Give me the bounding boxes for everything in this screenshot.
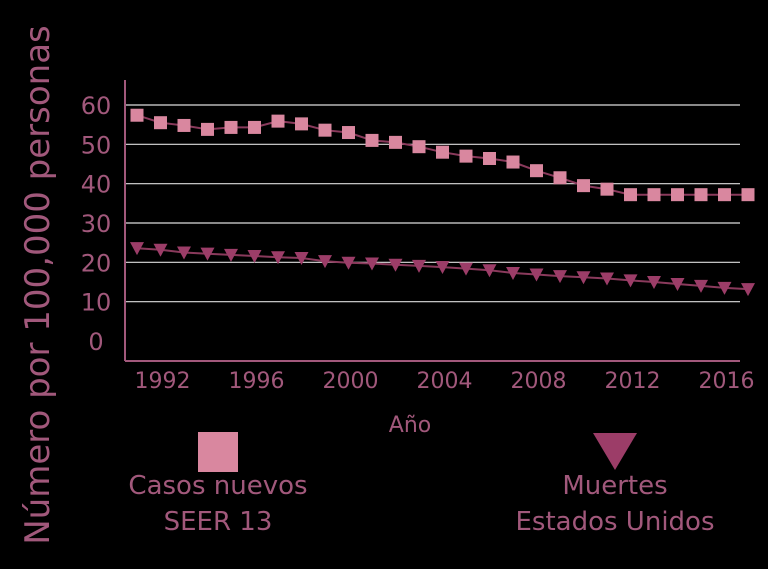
new_cases-point-2012: [624, 188, 637, 202]
new_cases-point-1996: [248, 120, 261, 134]
markers: [130, 108, 755, 297]
deaths-point-1995: [224, 248, 238, 262]
new_cases-point-2004: [436, 145, 449, 159]
new_cases-point-2002: [389, 135, 402, 149]
deaths-point-2009: [553, 270, 567, 284]
x-tick-label-1992: 1992: [135, 369, 191, 394]
deaths-point-1994: [200, 247, 215, 261]
y-tick-label-30: 30: [81, 210, 112, 238]
x-tick-label-2016: 2016: [699, 369, 755, 394]
y-axis-label: Número por 100,000 personas: [18, 25, 58, 545]
tick-labels: 0 10 20 30 40 50 60 1992 1996 2000 2004 2008 2012 201…: [81, 92, 755, 394]
new_cases-point-1994: [201, 122, 214, 136]
deaths-point-1993: [177, 246, 191, 260]
deaths-point-1996: [247, 250, 262, 264]
y-tick-label-60: 60: [81, 92, 112, 120]
deaths-point-2014: [670, 277, 685, 291]
new_cases-point-1997: [271, 114, 285, 128]
deaths-point-2007: [506, 266, 520, 280]
new_cases-point-2010: [577, 179, 590, 193]
new_cases-point-2014: [671, 188, 684, 202]
deaths-point-2002: [388, 258, 403, 272]
deaths-point-2008: [529, 268, 544, 282]
new_cases-point-2001: [365, 133, 379, 147]
deaths-point-2011: [600, 272, 614, 286]
deaths-point-1997: [271, 251, 285, 265]
deaths-point-1998: [294, 252, 309, 266]
new_cases-legend-label-1: Casos nuevos: [128, 471, 307, 501]
new_cases-point-2006: [483, 151, 496, 165]
y-tick-label-10: 10: [81, 289, 112, 317]
deaths-point-1992: [153, 243, 168, 257]
x-tick-label-2008: 2008: [511, 369, 567, 394]
deaths-point-2000: [341, 256, 356, 270]
y-tick-label-50: 50: [81, 131, 112, 159]
deaths-point-2005: [459, 262, 473, 276]
grid: [125, 104, 740, 303]
deaths-point-2016: [717, 281, 732, 295]
deaths-legend-label-2: Estados Unidos: [515, 507, 714, 537]
deaths-point-1991: [130, 242, 144, 256]
deaths-point-2012: [623, 274, 638, 288]
new_cases-point-1991: [130, 108, 144, 122]
new_cases-point-2017: [741, 188, 755, 202]
y-tick-label-0: 0: [88, 328, 103, 356]
deaths-point-1999: [318, 255, 332, 269]
deaths-point-2010: [576, 271, 591, 285]
new_cases-point-2016: [718, 188, 731, 202]
deaths-point-2004: [435, 261, 450, 275]
deaths-point-2015: [694, 279, 708, 293]
deaths-point-2001: [365, 257, 379, 271]
y-tick-label-40: 40: [81, 171, 112, 199]
y-tick-label-20: 20: [81, 249, 112, 277]
new_cases-legend-label-2: SEER 13: [164, 507, 273, 537]
deaths-point-2013: [647, 276, 661, 289]
x-tick-label-2004: 2004: [417, 369, 473, 394]
new_cases-point-1992: [154, 116, 167, 130]
deaths-point-2017: [741, 283, 755, 297]
new_cases-point-2013: [647, 188, 661, 202]
new_cases-point-2015: [694, 188, 708, 202]
deaths-legend-marker: [593, 433, 637, 470]
deaths-legend-label-1: Muertes: [562, 471, 667, 501]
legend: Casos nuevos SEER 13 Muertes Estados Unidos: [128, 432, 715, 537]
deaths-point-2003: [412, 259, 426, 273]
new_cases-point-2007: [506, 155, 520, 169]
x-tick-label-2000: 2000: [323, 369, 379, 394]
axes: [124, 80, 740, 362]
new_cases-point-2005: [459, 149, 473, 163]
new_cases-point-1999: [318, 123, 332, 137]
new_cases-point-2009: [553, 171, 567, 185]
x-tick-label-2012: 2012: [605, 369, 661, 394]
new_cases-point-2011: [600, 182, 614, 196]
new_cases-point-2008: [530, 164, 543, 178]
new_cases-point-1995: [224, 120, 238, 134]
x-tick-label-1996: 1996: [229, 369, 285, 394]
new_cases-point-1993: [177, 118, 191, 132]
new_cases-point-1998: [295, 117, 308, 131]
new_cases-point-2000: [342, 126, 355, 140]
x-axis-label: Año: [389, 413, 431, 438]
new_cases-point-2003: [412, 140, 426, 154]
new_cases-legend-marker: [198, 432, 238, 472]
deaths-point-2006: [482, 264, 497, 278]
